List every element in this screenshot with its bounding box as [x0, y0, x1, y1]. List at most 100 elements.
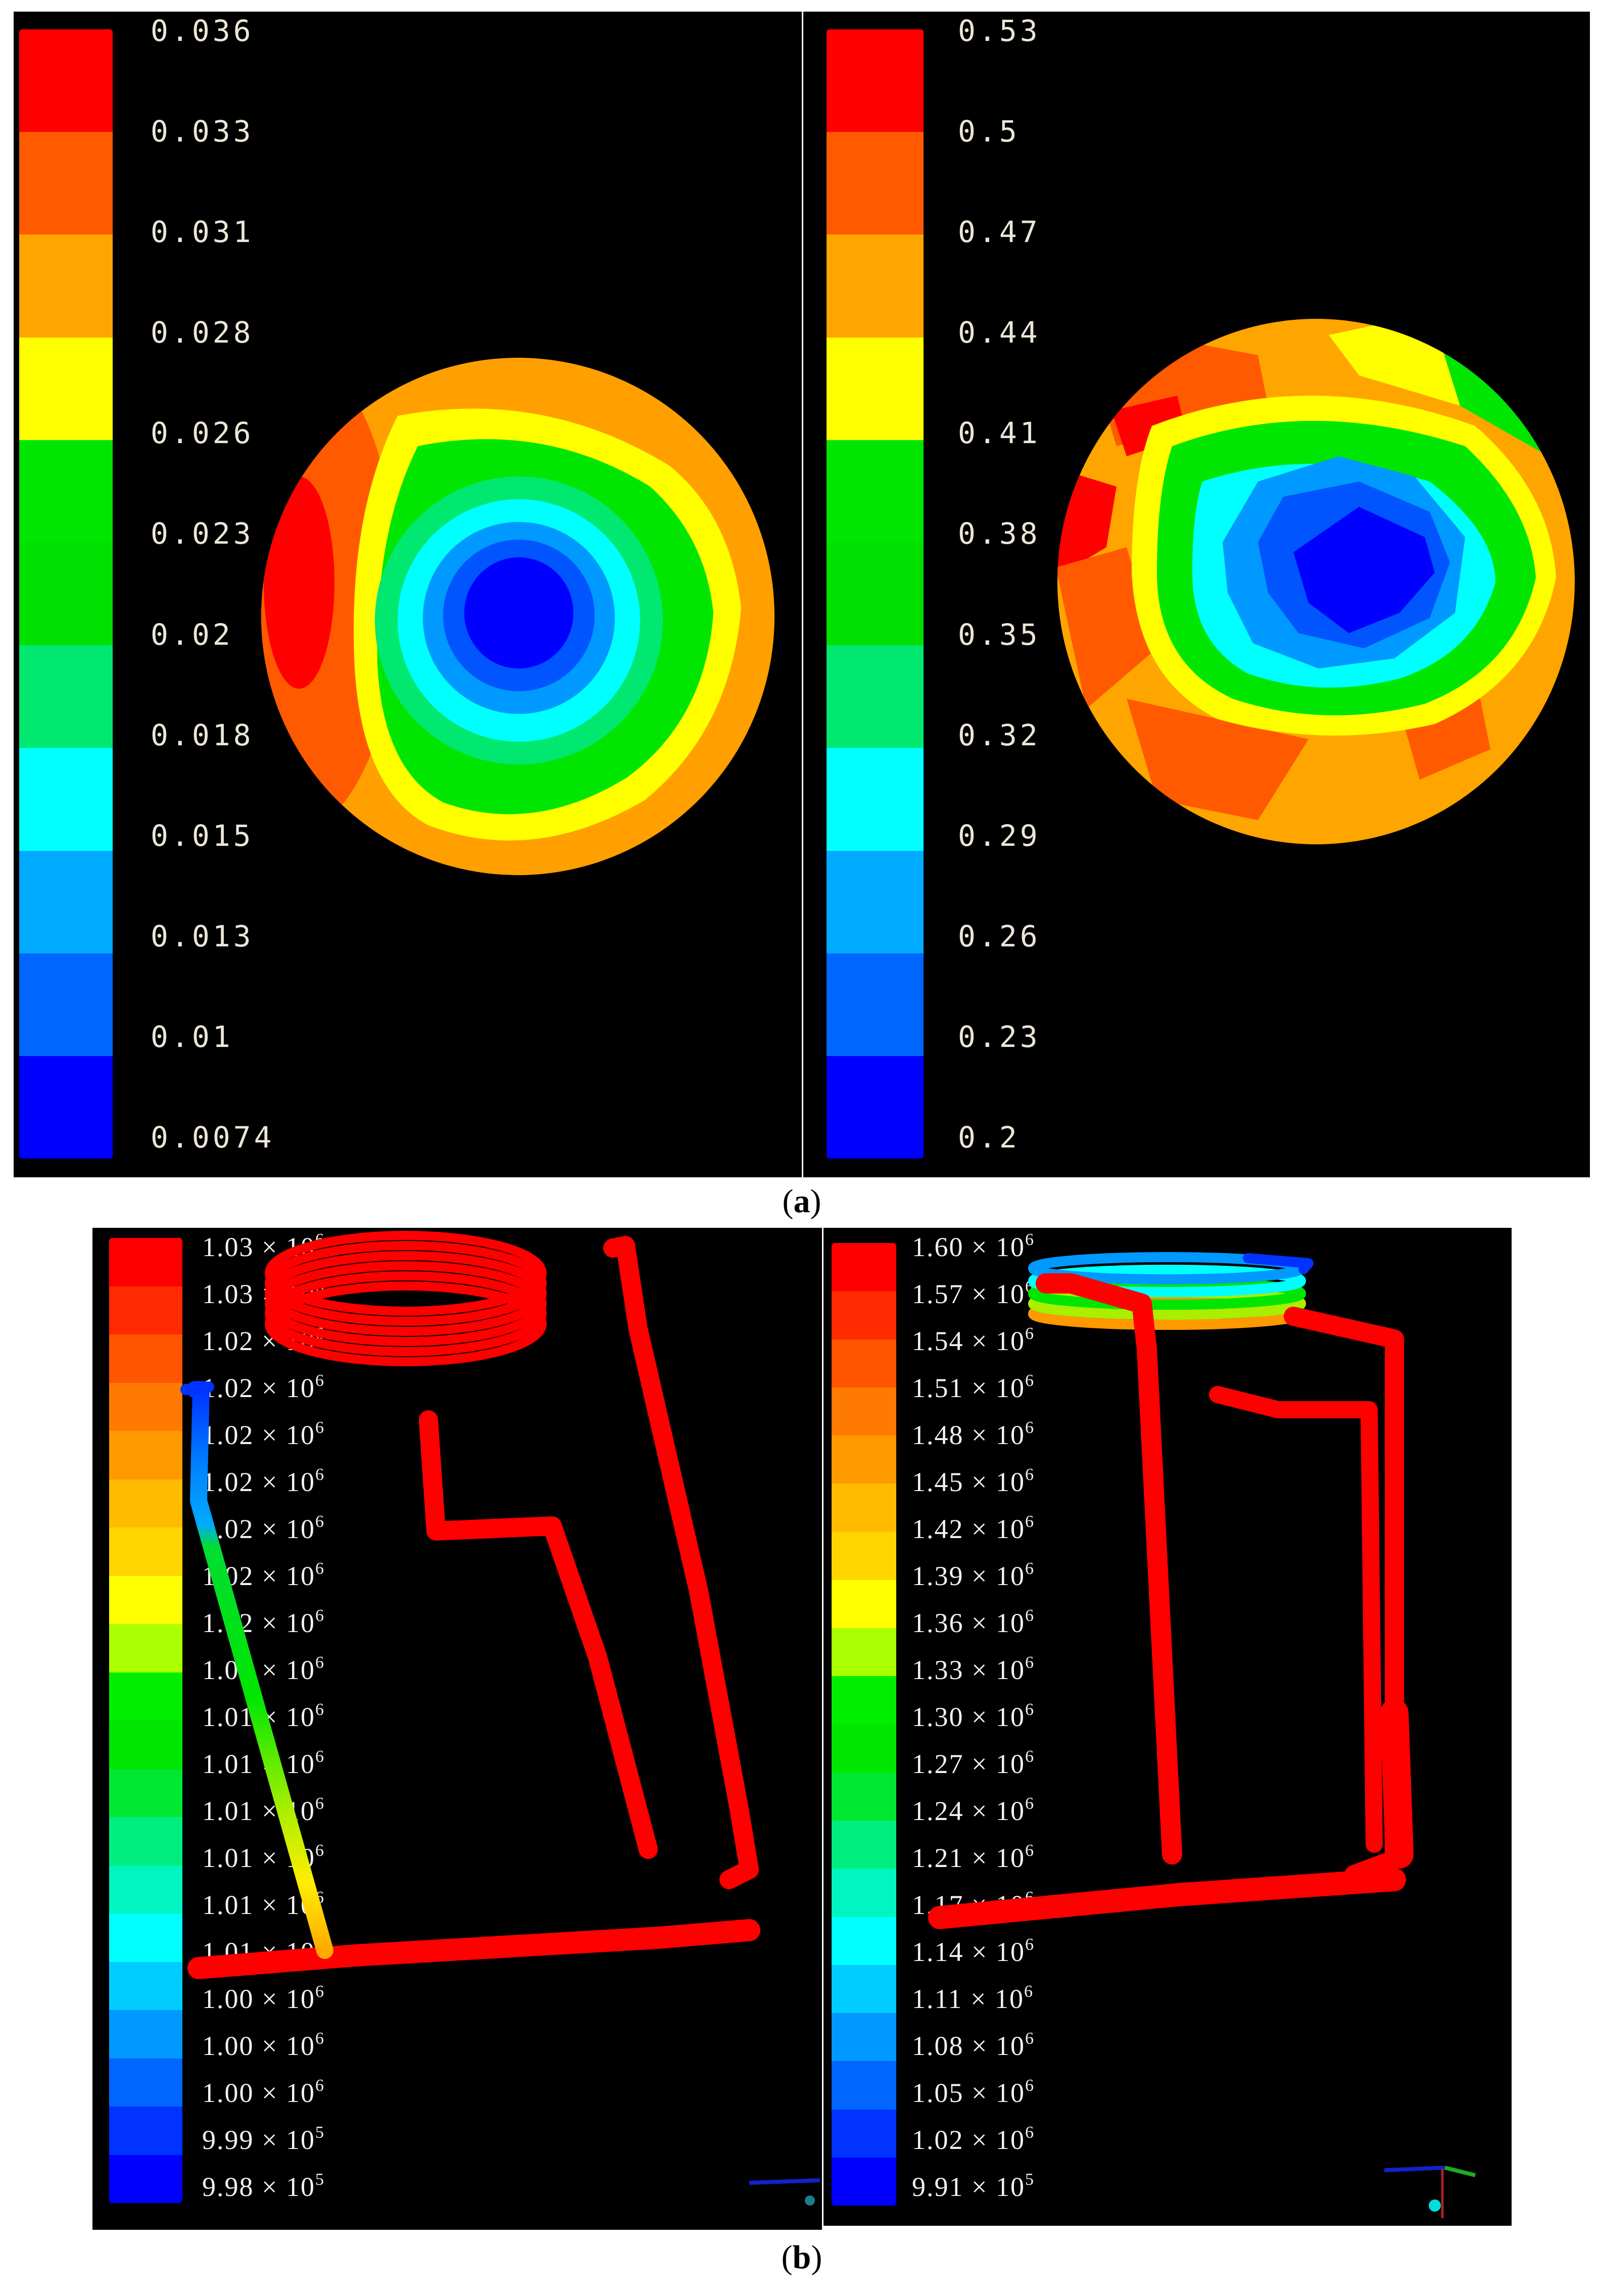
colorbar-band [832, 1676, 896, 1725]
colorbar-tick-label: 1.24 × 106 [912, 1794, 1035, 1827]
colorbar-band [832, 1821, 896, 1869]
colorbar-band [109, 1720, 182, 1769]
colorbar-tick-label: 0.031 [151, 215, 254, 250]
colorbar-band [827, 29, 924, 132]
colorbar-band [109, 1431, 182, 1479]
colorbar-tick-label: 1.45 × 106 [912, 1465, 1035, 1498]
colorbar-tick-label: 0.02 [151, 617, 233, 652]
pipe-network-b-left [180, 1231, 820, 2206]
panel-b-left: 1.03 × 106 1.03 × 106 1.02 × 106 1.02 × 106… [92, 1228, 822, 2230]
colorbar-band [19, 132, 113, 235]
colorbar-tick-label: 0.01 [151, 1019, 233, 1054]
colorbar-tick-label: 1.00 × 106 [202, 1982, 325, 2015]
colorbar-tick-label: 1.03 × 106 [202, 1230, 325, 1263]
colorbar-band [832, 1484, 896, 1532]
colorbar-band [109, 2155, 182, 2203]
colorbar-band [832, 1387, 896, 1436]
colorbar-band [109, 1334, 182, 1383]
colorbar-tick-label: 0.013 [151, 919, 254, 953]
colorbar-tick-label: 1.00 × 106 [202, 2029, 325, 2062]
colorbar-b-left [109, 1238, 182, 2203]
colorbar-band [827, 953, 924, 1056]
colorbar-band [832, 1869, 896, 1917]
colorbar-tick-label: 1.51 × 106 [912, 1371, 1035, 1404]
colorbar-band [19, 29, 113, 132]
colorbar-band [109, 1238, 182, 1286]
colorbar-tick-label: 1.54 × 106 [912, 1324, 1035, 1357]
colorbar-band [832, 1291, 896, 1340]
panel-a-right: 0.53 0.5 0.47 0.44 0.41 0.38 0.35 0.32 0.29 0.26 0… [803, 12, 1590, 1177]
colorbar-band [827, 645, 924, 748]
colorbar-tick-label: 1.27 × 106 [912, 1747, 1035, 1780]
colorbar-tick-label: 1.42 × 106 [912, 1512, 1035, 1545]
colorbar-a-right [827, 29, 924, 1159]
colorbar-tick-label: 0.036 [151, 14, 254, 48]
colorbar-tick-label: 9.91 × 105 [912, 2170, 1035, 2203]
colorbar-tick-label: 0.033 [151, 114, 254, 149]
colorbar-tick-label: 1.39 × 106 [912, 1559, 1035, 1592]
caption-a: (a) [782, 1183, 821, 1220]
colorbar-band [832, 1243, 896, 1292]
colorbar-band [109, 1865, 182, 1914]
colorbar-band [19, 542, 113, 646]
colorbar-band [19, 645, 113, 748]
panel-b-right: 1.60 × 106 1.57 × 106 1.54 × 106 1.51 × 106… [823, 1228, 1512, 2226]
colorbar-tick-label: 0.028 [151, 315, 254, 350]
colorbar-tick-label: 0.023 [151, 516, 254, 551]
contour-disc-a-right [1057, 319, 1575, 844]
colorbar-tick-label: 1.33 × 106 [912, 1653, 1035, 1686]
colorbar-band [827, 748, 924, 851]
colorbar-tick-label: 0.47 [958, 215, 1041, 250]
colorbar-band [19, 850, 113, 953]
colorbar-band [832, 2013, 896, 2062]
colorbar-tick-label: 0.2 [958, 1120, 1020, 1155]
pipe-network-b-right [928, 1252, 1476, 2218]
colorbar-tick-label: 0.026 [151, 416, 254, 451]
colorbar-tick-label: 1.14 × 106 [912, 1935, 1035, 1968]
colorbar-band [109, 2107, 182, 2155]
colorbar-band [827, 132, 924, 235]
colorbar-band [109, 1962, 182, 2010]
colorbar-band [832, 1436, 896, 1484]
colorbar-band [832, 1580, 896, 1628]
panel-a-left: 0.036 0.033 0.031 0.028 0.026 0.023 0.02 0.018 0… [14, 12, 802, 1177]
colorbar-band [109, 1286, 182, 1334]
colorbar-band [832, 2061, 896, 2110]
colorbar-tick-label: 0.32 [958, 718, 1041, 752]
colorbar-tick-label: 1.60 × 106 [912, 1230, 1035, 1263]
colorbar-band [109, 1768, 182, 1817]
colorbar-tick-label: 1.11 × 106 [912, 1982, 1034, 2015]
colorbar-tick-label: 9.98 × 105 [202, 2170, 325, 2203]
colorbar-band [19, 953, 113, 1056]
colorbar-tick-label: 0.5 [958, 114, 1020, 149]
colorbar-band [832, 1917, 896, 1965]
colorbar-band [832, 1628, 896, 1677]
colorbar-band [109, 1624, 182, 1672]
caption-b: (b) [781, 2239, 822, 2276]
colorbar-tick-label: 1.21 × 106 [912, 1841, 1035, 1874]
colorbar-band [827, 850, 924, 953]
colorbar-tick-label: 0.41 [958, 416, 1041, 451]
colorbar-band [832, 1965, 896, 2013]
colorbar-band [19, 234, 113, 338]
colorbar-tick-label: 1.00 × 106 [202, 2076, 325, 2109]
colorbar-band [827, 542, 924, 646]
colorbar-tick-label: 1.02 × 106 [912, 2123, 1035, 2156]
colorbar-band [19, 337, 113, 440]
colorbar-tick-label: 0.0074 [151, 1120, 275, 1155]
colorbar-band [109, 1527, 182, 1576]
colorbar-b-right [832, 1243, 896, 2206]
colorbar-tick-label: 0.018 [151, 718, 254, 752]
colorbar-band [109, 1672, 182, 1720]
colorbar-a-left [19, 29, 113, 1159]
colorbar-band [827, 440, 924, 543]
colorbar-tick-label: 0.29 [958, 818, 1041, 853]
colorbar-tick-label: 1.02 × 106 [202, 1418, 325, 1451]
colorbar-band [832, 2157, 896, 2206]
colorbar-band [109, 1817, 182, 1866]
colorbar-band [832, 1724, 896, 1773]
colorbar-band [19, 440, 113, 543]
colorbar-band [832, 1772, 896, 1821]
colorbar-tick-label: 1.01 × 106 [202, 1794, 325, 1827]
colorbar-band [109, 1914, 182, 1962]
